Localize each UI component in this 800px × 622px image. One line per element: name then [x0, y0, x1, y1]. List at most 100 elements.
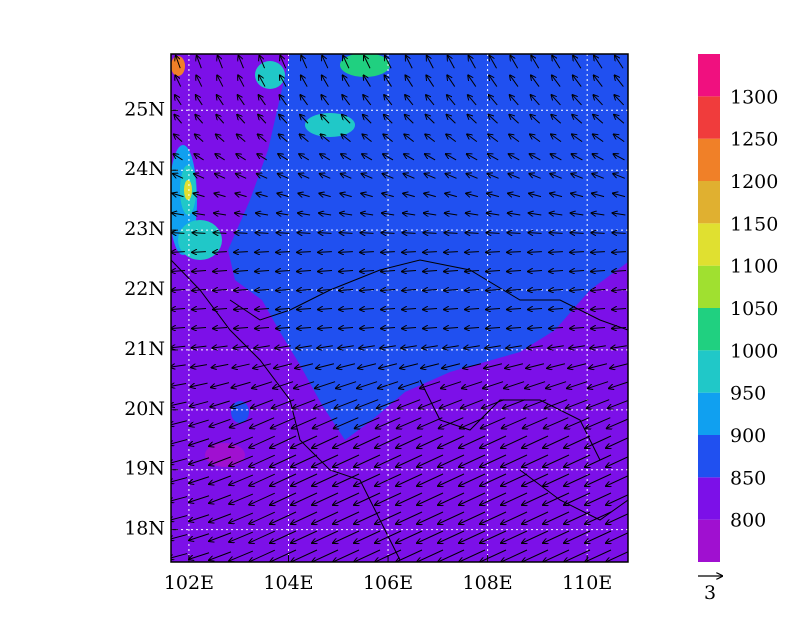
wind-vector — [276, 252, 290, 253]
wind-vector — [612, 252, 626, 253]
wind-vector — [277, 213, 290, 215]
wind-vector — [480, 435, 507, 448]
wind-vector — [468, 75, 477, 87]
wind-vector — [501, 492, 528, 505]
wind-vector — [546, 381, 567, 389]
wind-vector — [216, 134, 225, 142]
wind-vector — [249, 454, 275, 467]
wind-vector — [359, 346, 375, 348]
wind-vector — [339, 271, 354, 272]
wind-vector — [486, 309, 501, 310]
wind-vector — [259, 75, 266, 87]
colorbar-segment — [698, 265, 720, 308]
wind-vector — [215, 154, 225, 161]
wind-vector — [444, 290, 459, 291]
wind-vector — [193, 213, 206, 215]
wind-vector — [462, 381, 483, 389]
wind-vector — [375, 435, 402, 448]
wind-vector — [446, 154, 457, 161]
wind-vector — [256, 193, 268, 196]
wind-vector — [229, 455, 254, 466]
wind-vector — [314, 399, 337, 409]
wind-vector — [318, 309, 333, 310]
wind-vector — [334, 417, 359, 429]
wind-vector — [420, 381, 441, 389]
field-region — [171, 56, 185, 76]
wind-vector — [171, 477, 188, 483]
wind-vector — [381, 252, 395, 253]
wind-vector — [209, 437, 232, 446]
wind-vector — [354, 549, 381, 562]
wind-vector — [354, 530, 381, 543]
wind-vector — [333, 511, 360, 524]
wind-vector — [236, 174, 247, 179]
wind-vector — [593, 154, 604, 161]
wind-vector — [381, 309, 396, 310]
wind-vector — [259, 95, 266, 106]
wind-vector — [570, 252, 584, 253]
wind-vector — [502, 417, 527, 429]
wind-vector — [549, 252, 563, 253]
wind-vector — [192, 309, 207, 310]
wind-vector — [528, 309, 543, 310]
wind-vector — [446, 174, 457, 179]
wind-vector — [213, 271, 228, 272]
wind-vector — [447, 115, 456, 124]
wind-vector — [607, 418, 628, 429]
wind-vector — [526, 363, 545, 369]
wind-vector — [315, 381, 336, 389]
wind-vector — [171, 515, 188, 521]
wind-vector — [467, 154, 478, 161]
wind-vector — [229, 512, 254, 523]
wind-vector — [252, 381, 273, 388]
wind-vector — [298, 233, 311, 234]
wind-vector — [551, 115, 562, 124]
wind-vector — [486, 290, 501, 291]
wind-vector — [229, 550, 254, 561]
wind-vector — [301, 75, 308, 87]
wind-vector — [257, 174, 268, 179]
wind-vector — [551, 134, 562, 143]
y-tick-label: 18N — [124, 518, 165, 540]
field-region — [228, 54, 628, 440]
wind-vector — [543, 454, 570, 467]
wind-vector — [385, 56, 392, 69]
wind-vector — [612, 309, 627, 310]
wind-vector — [401, 346, 417, 348]
wind-vector — [587, 399, 610, 409]
wind-vector — [189, 438, 210, 446]
wind-vector — [417, 473, 444, 486]
wind-vector — [444, 328, 459, 329]
wind-vector — [171, 420, 187, 425]
wind-vector — [210, 418, 231, 426]
wind-vector — [299, 154, 310, 161]
wind-vector — [171, 309, 186, 310]
wind-vector — [594, 56, 603, 69]
wind-vector — [465, 271, 480, 272]
wind-vector — [550, 213, 563, 215]
wind-vector — [591, 290, 606, 291]
wind-vector — [570, 290, 585, 291]
wind-vector — [487, 174, 499, 179]
wind-vector — [480, 492, 507, 505]
field-region — [184, 180, 192, 200]
wind-vector — [615, 56, 624, 69]
wind-vector — [249, 530, 275, 543]
wind-vector — [459, 492, 486, 505]
wind-vector — [423, 271, 438, 272]
wind-vector — [614, 95, 625, 106]
wind-vector — [403, 213, 416, 215]
wind-vector — [613, 154, 625, 161]
colorbar-label: 1300 — [730, 86, 778, 108]
wind-vector — [213, 309, 228, 310]
wind-vector — [360, 271, 375, 272]
wind-vector — [259, 56, 266, 69]
wind-vector — [424, 213, 437, 215]
wind-vector — [313, 417, 338, 429]
wind-vector — [171, 252, 185, 253]
wind-vector — [319, 233, 332, 234]
wind-vector — [229, 493, 254, 504]
wind-vector — [381, 290, 396, 291]
wind-vector — [444, 271, 459, 272]
wind-vector — [422, 346, 438, 348]
